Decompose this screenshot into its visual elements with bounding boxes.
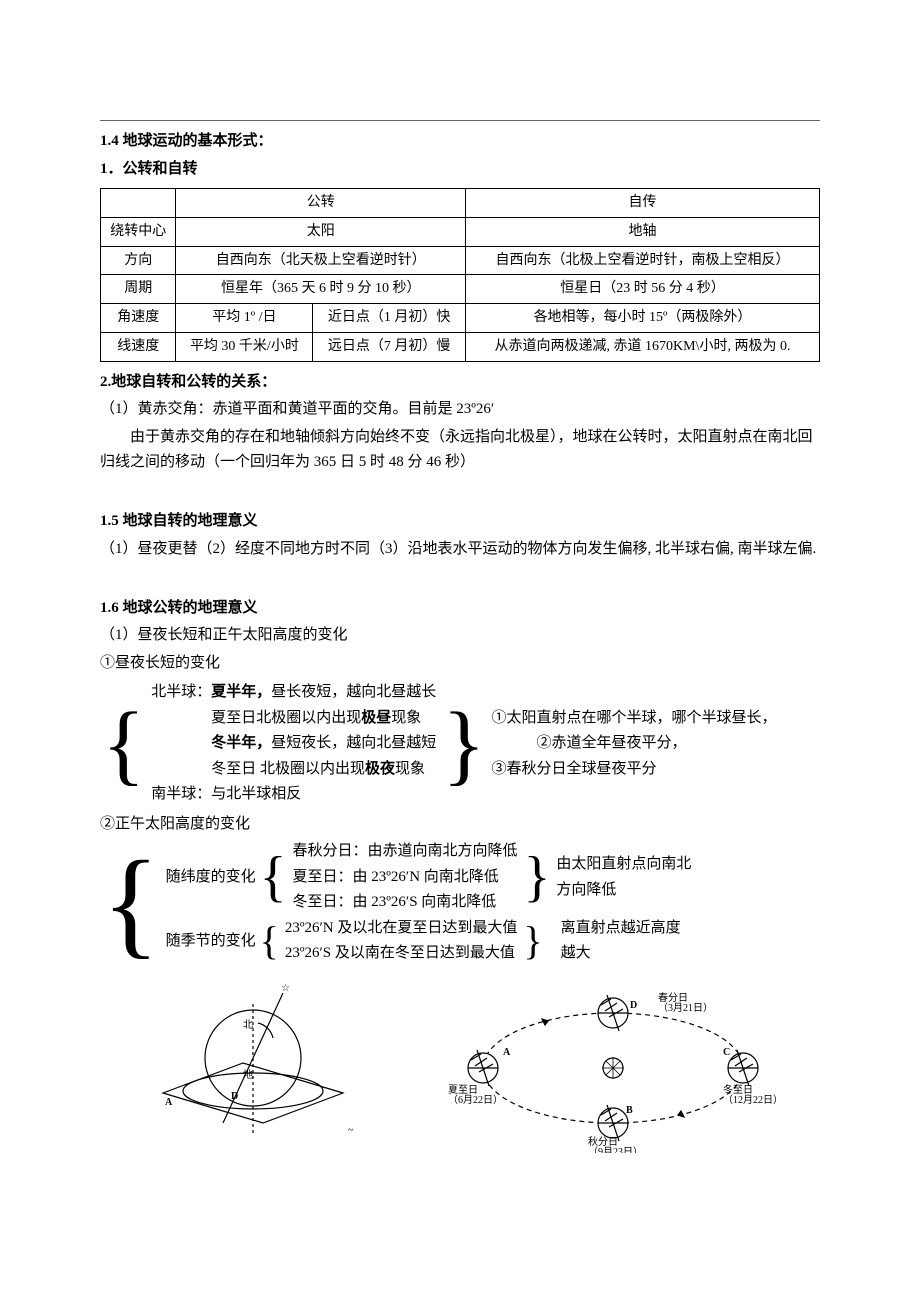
label-season: 随季节的变化	[166, 916, 258, 967]
table-cell: 平均 1º /日	[176, 304, 313, 333]
svg-text:北: 北	[243, 1019, 253, 1031]
heading-1-4-2: 2.地球自转和公转的关系：	[100, 370, 820, 396]
label-winter: 冬至日（12月22日）	[723, 1083, 778, 1106]
left-brace-icon: {	[100, 839, 162, 967]
label-A: A	[503, 1047, 511, 1058]
table-row: 线速度 平均 30 千米/小时 远日点（7 月初）慢 从赤道向两极递减, 赤道 …	[101, 332, 820, 361]
text: 夏至日：由 23º26′N 向南北降低	[293, 865, 518, 891]
table-cell: 近日点（1 月初）快	[313, 304, 466, 333]
table-cell: 线速度	[101, 332, 176, 361]
para-obliquity-2: 由于黄赤交角的存在和地轴倾斜方向始终不变（永远指向北极星），地球在公转时，太阳直…	[100, 425, 820, 476]
table-cell: 绕转中心	[101, 217, 176, 246]
table-cell: 地轴	[465, 217, 819, 246]
daynight-brace-block: { 北半球：夏半年，昼长夜短，越向北昼越长 夏至日北极圈以内出现极昼现象 冬半年…	[100, 680, 820, 808]
table-cell: 周期	[101, 275, 176, 304]
table-cell: 自西向东（北天极上空看逆时针）	[176, 246, 466, 275]
table-row: 方向 自西向东（北天极上空看逆时针） 自西向东（北极上空看逆时针，南极上空相反）	[101, 246, 820, 275]
label-D: D	[630, 1000, 637, 1011]
table-cell: 从赤道向两极递减, 赤道 1670KM\小时, 两极为 0.	[465, 332, 819, 361]
label-C: C	[723, 1047, 730, 1058]
table-cell: 恒星日（23 时 56 分 4 秒）	[465, 275, 819, 304]
table-cell	[101, 189, 176, 218]
text: 越大	[561, 941, 681, 967]
svg-text:D: D	[231, 1091, 238, 1102]
left-brace-icon: {	[100, 680, 147, 808]
svg-text:☆: ☆	[281, 983, 290, 994]
text: ①太阳直射点在哪个半球，哪个半球昼长，	[491, 706, 776, 732]
svg-text:~: ~	[348, 1125, 354, 1136]
text: ③春秋分日全球昼夜平分	[491, 757, 776, 783]
right-brace-icon: }	[440, 680, 487, 808]
text: ②赤道全年昼夜平分，	[491, 731, 776, 757]
right-brace-icon: }	[522, 839, 553, 916]
text: 现象	[391, 710, 421, 726]
text: 夏半年，	[211, 684, 271, 700]
text: 昼短夜长，越向北昼越短	[271, 735, 436, 751]
label-latitude: 随纬度的变化	[166, 839, 258, 916]
left-brace-icon: {	[258, 839, 289, 916]
table-cell: 恒星年（365 天 6 时 9 分 10 秒）	[176, 275, 466, 304]
daynight-left-col: 北半球：夏半年，昼长夜短，越向北昼越长 夏至日北极圈以内出现极昼现象 冬半年，昼…	[147, 680, 440, 808]
text: 离直射点越近高度	[561, 916, 681, 942]
table-cell: 角速度	[101, 304, 176, 333]
heading-1-5: 1.5 地球自转的地理意义	[100, 509, 820, 535]
table-row: 公转 自传	[101, 189, 820, 218]
svg-text:地: 地	[243, 1068, 253, 1081]
figures-row: ☆ 北 地 A D ~	[100, 983, 820, 1153]
text: 春秋分日：由赤道向南北方向降低	[293, 839, 518, 865]
table-cell: 方向	[101, 246, 176, 275]
table-cell: 太阳	[176, 217, 466, 246]
text: 北半球：	[151, 684, 211, 700]
heading-1-4-1: 1．公转和自转	[100, 157, 820, 183]
table-row: 绕转中心 太阳 地轴	[101, 217, 820, 246]
svg-text:A: A	[165, 1097, 173, 1108]
text: 南半球：与北半球相反	[151, 782, 436, 808]
table-cell: 自西向东（北极上空看逆时针，南极上空相反）	[465, 246, 819, 275]
season-row: 随季节的变化 { 23º26′N 及以北在夏至日达到最大值 23º26′S 及以…	[166, 916, 696, 967]
label-autumn: 秋分日（9月23日）	[588, 1135, 643, 1153]
label-B: B	[626, 1105, 633, 1116]
top-rule	[100, 120, 820, 121]
para-rotation-sig: （1）昼夜更替（2）经度不同地方时不同（3）沿地表水平运动的物体方向发生偏移, …	[100, 537, 820, 563]
text: 冬至日：由 23º26′S 向南北降低	[293, 890, 518, 916]
rotation-revolution-table: 公转 自传 绕转中心 太阳 地轴 方向 自西向东（北天极上空看逆时针） 自西向东…	[100, 188, 820, 362]
table-cell: 远日点（7 月初）慢	[313, 332, 466, 361]
label-summer: 夏至日（6月22日）	[448, 1084, 503, 1106]
daynight-right-col: ①太阳直射点在哪个半球，哪个半球昼长， ②赤道全年昼夜平分， ③春秋分日全球昼夜…	[487, 680, 780, 808]
text: 冬至日 北极圈以内出现	[211, 761, 365, 777]
text: 23º26′S 及以南在冬至日达到最大值	[285, 941, 518, 967]
para-1-6-1: （1）昼夜长短和正午太阳高度的变化	[100, 623, 820, 649]
text: 由太阳直射点向南北	[556, 852, 691, 878]
table-cell: 各地相等，每小时 15º（两极除外）	[465, 304, 819, 333]
table-cell: 平均 30 千米/小时	[176, 332, 313, 361]
heading-1-4: 1.4 地球运动的基本形式：	[100, 129, 820, 155]
noon-altitude-block: { 随纬度的变化 { 春秋分日：由赤道向南北方向降低 夏至日：由 23º26′N…	[100, 839, 820, 967]
text: 冬半年，	[211, 735, 271, 751]
right-brace-icon: }	[521, 916, 544, 967]
label-spring: 春分日（3月21日）	[658, 992, 713, 1014]
table-cell: 自传	[465, 189, 819, 218]
latitude-row: 随纬度的变化 { 春秋分日：由赤道向南北方向降低 夏至日：由 23º26′N 向…	[166, 839, 696, 916]
para-1-6-2: ②正午太阳高度的变化	[100, 812, 820, 838]
para-obliquity-1: （1）黄赤交角：赤道平面和黄道平面的交角。目前是 23º26′	[100, 397, 820, 423]
text: 现象	[395, 761, 425, 777]
table-row: 周期 恒星年（365 天 6 时 9 分 10 秒） 恒星日（23 时 56 分…	[101, 275, 820, 304]
text: 23º26′N 及以北在夏至日达到最大值	[285, 916, 518, 942]
text: 极夜	[365, 761, 395, 777]
table-cell: 公转	[176, 189, 466, 218]
text: 夏至日北极圈以内出现	[211, 710, 361, 726]
table-row: 角速度 平均 1º /日 近日点（1 月初）快 各地相等，每小时 15º（两极除…	[101, 304, 820, 333]
text: 昼长夜短，越向北昼越长	[271, 684, 436, 700]
text: 极昼	[361, 710, 391, 726]
revolution-diagram: A B C D 春分日（3月21日） 夏至日（6月22日） 秋分日（9月23日）…	[448, 983, 778, 1153]
text: 方向降低	[556, 878, 691, 904]
left-brace-icon: {	[258, 916, 281, 967]
heading-1-6: 1.6 地球公转的地理意义	[100, 596, 820, 622]
obliquity-diagram: ☆ 北 地 A D ~	[143, 983, 363, 1143]
para-1-6-1-1: ①昼夜长短的变化	[100, 651, 820, 677]
